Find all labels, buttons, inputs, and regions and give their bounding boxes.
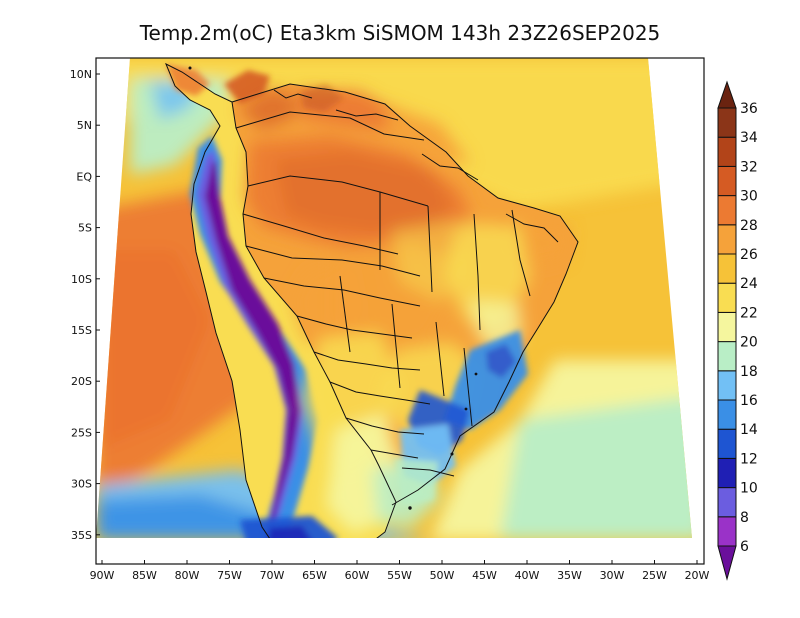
colorbar-bin [717,341,737,372]
longitude-label: 80W [175,569,200,582]
map-title: Temp.2m(oC) Eta3km SiSMOM 143h 23Z26SEP2… [139,21,661,45]
longitude-label: 65W [302,569,327,582]
temperature-field [96,58,692,538]
colorbar-label: 20 [740,335,758,351]
longitude-axis: 90W 85W 80W 75W 70W 65W 60W 55W 50W 45W 40W 35W 30W 2… [90,560,710,582]
longitude-label: 25W [642,569,667,582]
latitude-label: 25S [71,426,92,439]
colorbar-bin [717,516,737,547]
longitude-label: 30W [600,569,625,582]
latitude-label: 5S [78,222,92,235]
colorbar-bin [717,107,737,138]
latitude-label: 15S [71,324,92,337]
longitude-label: 60W [345,569,370,582]
colorbar-bottom-extension [717,545,737,581]
latitude-axis: 10N 5N EQ 5S 10S 15S 20S 25S 30S 35S [70,68,100,542]
longitude-label: 85W [132,569,157,582]
colorbar-label: 16 [740,393,758,409]
longitude-label: 50W [430,569,455,582]
colorbar-label: 28 [740,218,758,234]
colorbar-label: 32 [740,159,758,175]
longitude-label: 40W [515,569,540,582]
colorbar-bin [717,428,737,459]
temperature-colorbar: 6 8 10 12 14 16 18 20 22 24 26 28 30 32 34 36 [717,80,758,581]
colorbar-label: 14 [740,422,758,438]
colorbar-label: 26 [740,247,758,263]
colorbar-bin [717,370,737,401]
longitude-label: 55W [387,569,412,582]
longitude-label: 45W [472,569,497,582]
colorbar-bin [717,224,737,255]
colorbar-label: 18 [740,364,758,380]
colorbar-bin [717,136,737,167]
latitude-label: EQ [76,170,92,183]
latitude-label: 35S [71,529,92,542]
colorbar-bin [717,311,737,343]
longitude-label: 70W [260,569,285,582]
colorbar-bin [717,253,737,284]
latitude-label: 20S [71,375,92,388]
colorbar-label: 8 [740,510,749,526]
colorbar-label: 22 [740,305,758,321]
longitude-label: 75W [217,569,242,582]
latitude-label: 10S [71,273,92,286]
colorbar-label: 12 [740,451,758,467]
colorbar-label: 36 [740,101,758,117]
colorbar-label: 24 [740,276,758,292]
colorbar-bin [717,457,737,489]
colorbar-bin [717,165,737,197]
colorbar-top-extension [717,80,737,109]
colorbar-label: 10 [740,481,758,497]
colorbar-label: 34 [740,130,758,146]
colorbar-bin [717,487,737,518]
longitude-label: 20W [685,569,710,582]
colorbar-bin [717,195,737,226]
colorbar-bin [717,282,737,313]
colorbar-bin [717,399,737,430]
longitude-label: 90W [90,569,115,582]
latitude-label: 30S [71,478,92,491]
longitude-label: 35W [557,569,582,582]
colorbar-label: 30 [740,189,758,205]
latitude-label: 5N [77,119,92,132]
map-plot-area: 10N 5N EQ 5S 10S 15S 20S 25S 30S 35S 90W 85W 80W 75W… [70,57,710,582]
colorbar-label: 6 [740,539,749,555]
latitude-label: 10N [70,68,92,81]
